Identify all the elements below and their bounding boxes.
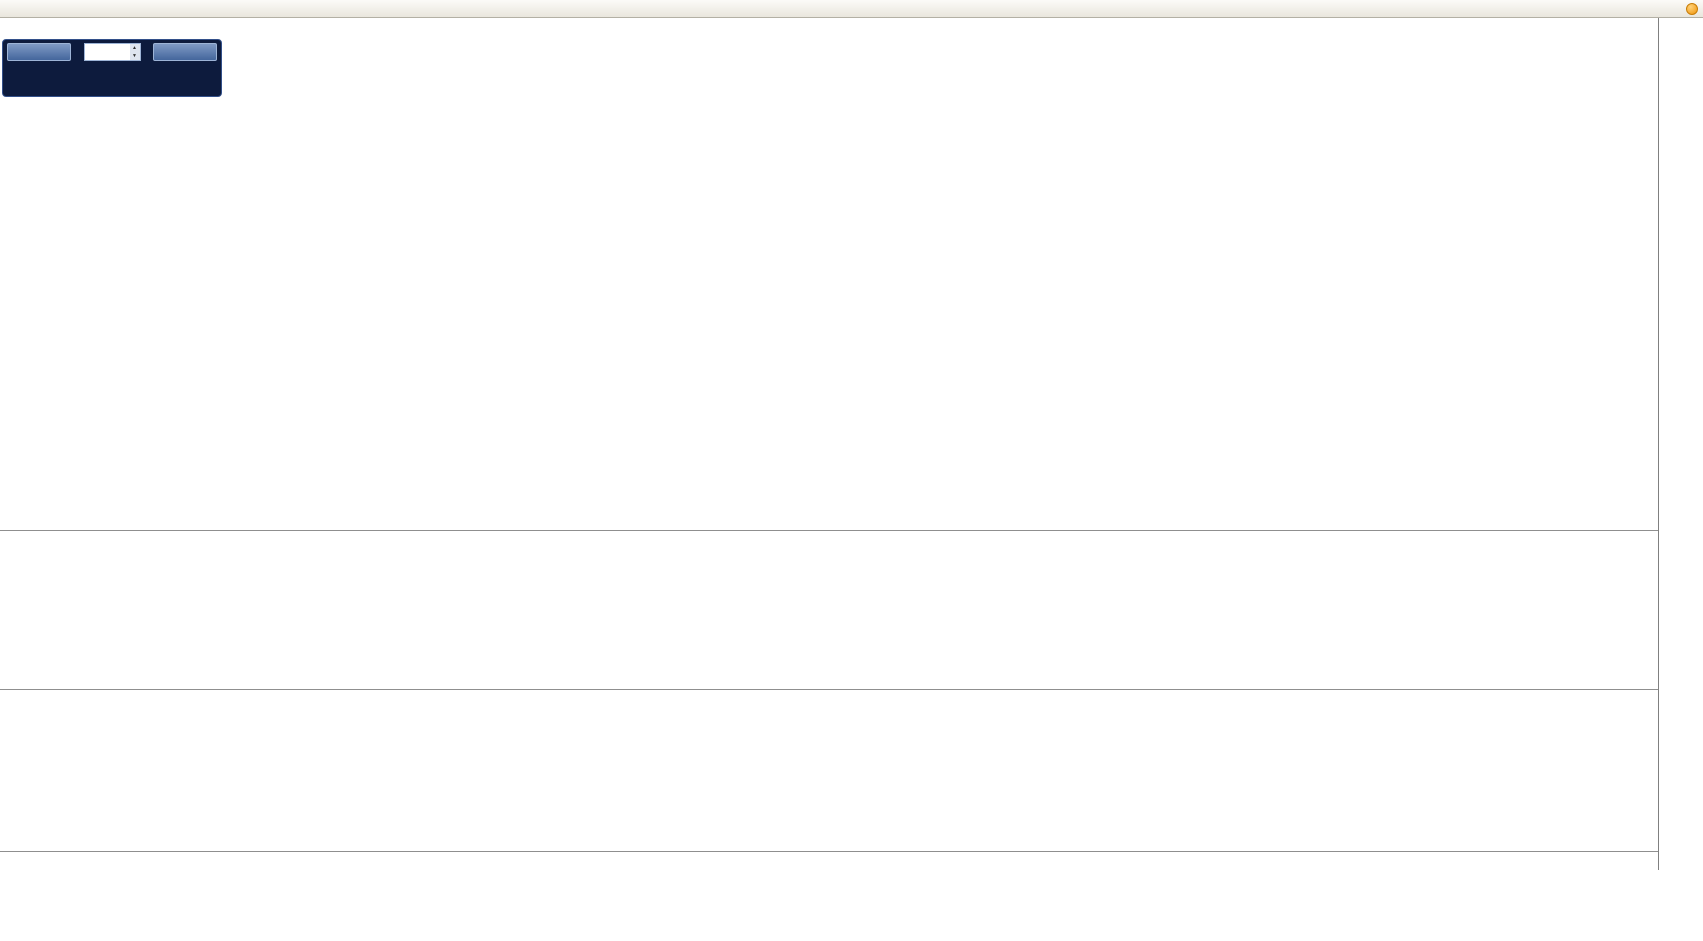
sell-price[interactable] — [10, 62, 14, 65]
toolbar — [0, 0, 1703, 18]
buy-button[interactable] — [153, 43, 217, 61]
macd-panel-separator[interactable] — [0, 530, 1703, 531]
rsi-panel-separator[interactable] — [0, 689, 1703, 690]
community-icon[interactable] — [1686, 3, 1698, 15]
buy-price[interactable] — [210, 62, 214, 65]
toolbar-right-group — [1686, 2, 1698, 20]
lot-down-icon[interactable]: ▼ — [132, 53, 137, 59]
lot-size-field: ▲ ▼ — [83, 43, 141, 61]
lot-up-icon[interactable]: ▲ — [132, 45, 137, 51]
date-axis-separator — [0, 851, 1703, 852]
lot-size-input[interactable] — [83, 43, 130, 61]
chart-quote-line — [6, 21, 12, 32]
price-axis[interactable] — [1658, 18, 1703, 870]
date-axis[interactable] — [0, 852, 1658, 870]
lot-spinner: ▲ ▼ — [129, 43, 141, 61]
macd-header — [6, 534, 16, 544]
one-click-trading-panel: ▲ ▼ — [2, 39, 222, 97]
rsi-header — [6, 693, 11, 703]
sell-button[interactable] — [7, 43, 71, 61]
